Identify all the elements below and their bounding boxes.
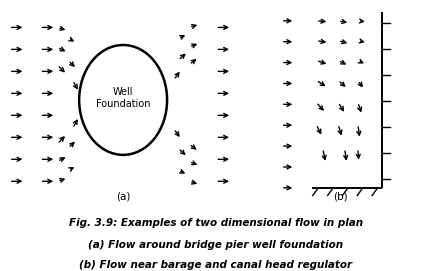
Text: (a) Flow around bridge pier well foundation: (a) Flow around bridge pier well foundat…	[89, 240, 343, 250]
Text: (a): (a)	[116, 192, 130, 202]
Text: (b) Flow near barage and canal head regulator: (b) Flow near barage and canal head regu…	[79, 260, 353, 270]
Text: Well
Foundation: Well Foundation	[96, 87, 150, 109]
Text: (b): (b)	[333, 192, 347, 202]
Text: Fig. 3.9: Examples of two dimensional flow in plan: Fig. 3.9: Examples of two dimensional fl…	[69, 218, 363, 228]
